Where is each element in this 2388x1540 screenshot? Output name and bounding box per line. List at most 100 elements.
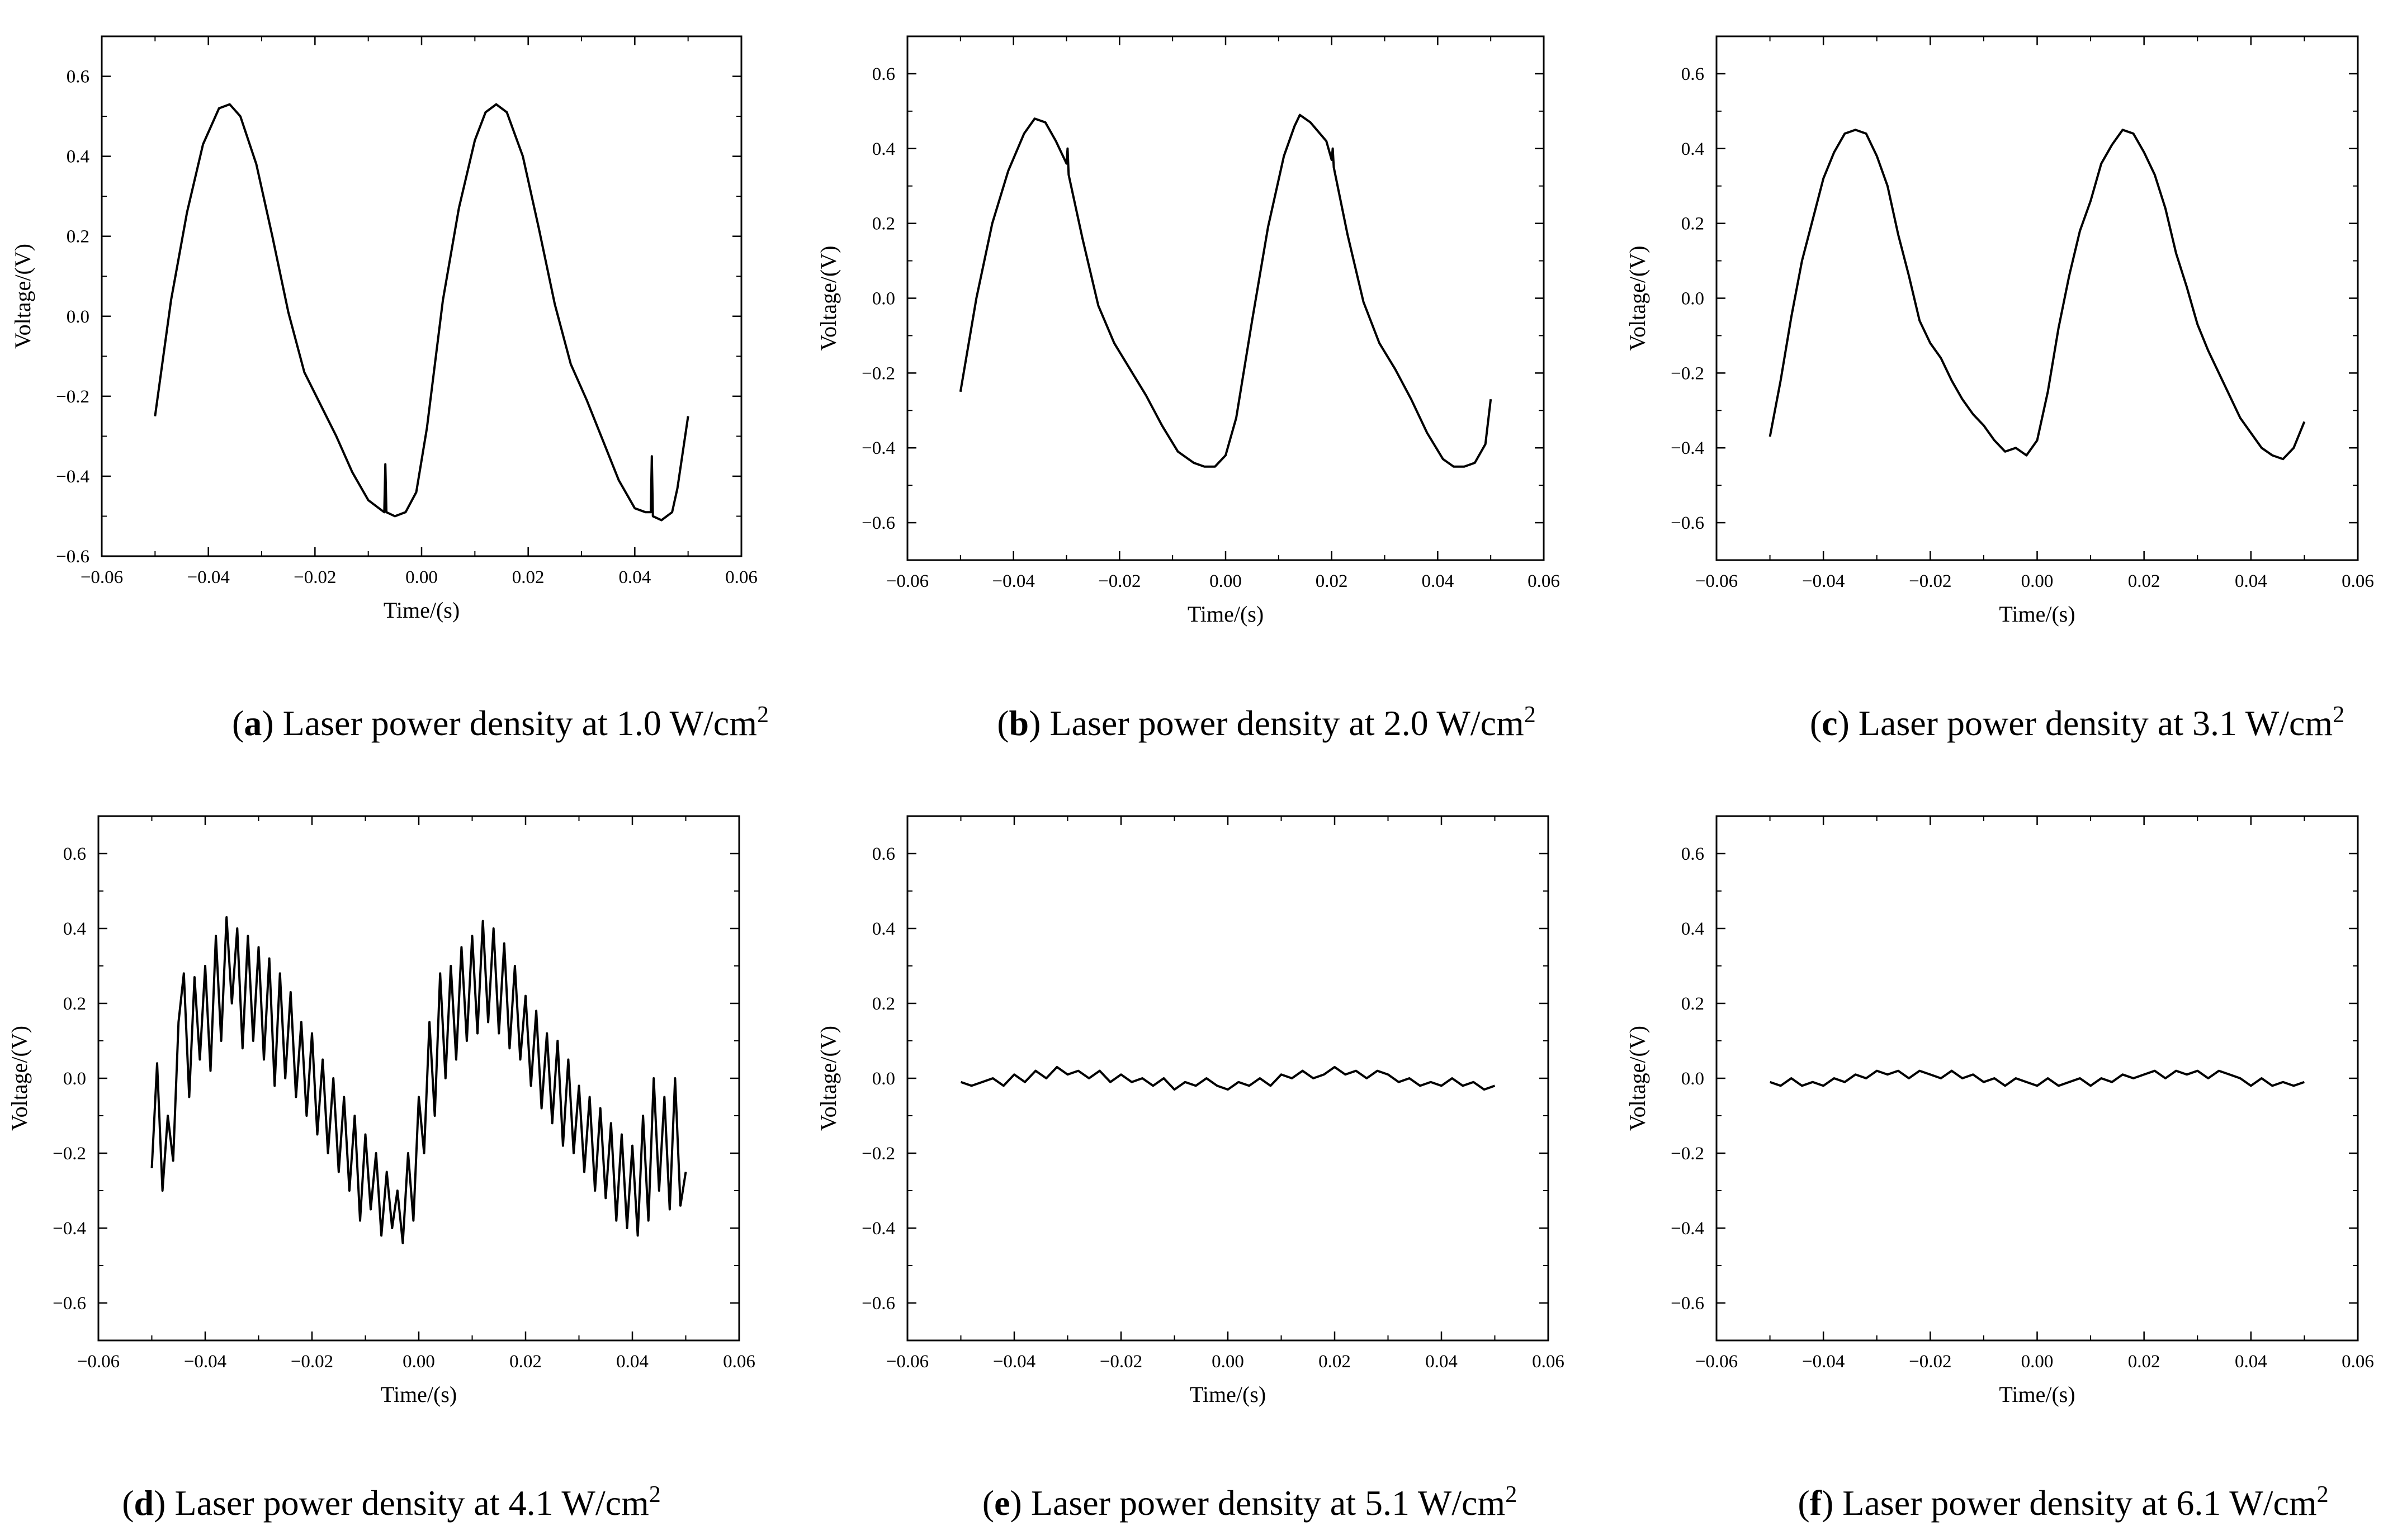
x-tick-label-d: −0.04 xyxy=(184,1352,226,1372)
y-tick-label-d: 0.6 xyxy=(63,844,86,864)
x-tick-label-f: −0.06 xyxy=(1695,1352,1738,1372)
x-tick-label-c: −0.04 xyxy=(1802,571,1845,591)
y-tick-label-d: 0.2 xyxy=(63,994,86,1014)
x-tick-label-c: −0.02 xyxy=(1909,571,1951,591)
x-tick-label-e: −0.02 xyxy=(1100,1352,1142,1372)
y-tick-label-e: 0.4 xyxy=(872,919,895,939)
y-tick-label-d: −0.2 xyxy=(53,1144,86,1164)
caption-text-b: Laser power density at 2.0 W/cm xyxy=(1041,703,1524,743)
y-tick-label-b: −0.2 xyxy=(862,363,895,383)
x-tick-label-e: −0.04 xyxy=(993,1352,1035,1372)
y-axis-title-b: Voltage/(V) xyxy=(816,245,841,350)
caption-e: (e) Laser power density at 5.1 W/cm2 xyxy=(982,1482,1517,1523)
y-axis-title-c: Voltage/(V) xyxy=(1625,245,1650,350)
x-tick-label-f: −0.04 xyxy=(1802,1352,1845,1372)
x-tick-label-b: 0.04 xyxy=(1421,571,1454,591)
x-tick-label-e: −0.06 xyxy=(886,1352,929,1372)
y-tick-label-d: 0.0 xyxy=(63,1069,86,1089)
caption-b: (b) Laser power density at 2.0 W/cm2 xyxy=(997,702,1536,743)
caption-text-e: Laser power density at 5.1 W/cm xyxy=(1022,1483,1505,1523)
x-tick-label-b: −0.02 xyxy=(1098,571,1141,591)
x-tick-label-c: 0.02 xyxy=(2128,571,2160,591)
y-tick-label-f: 0.0 xyxy=(1681,1069,1704,1089)
x-tick-label-b: 0.06 xyxy=(1528,571,1560,591)
y-axis-title-f: Voltage/(V) xyxy=(1625,1026,1650,1131)
x-tick-label-d: 0.02 xyxy=(509,1352,542,1372)
y-tick-label-c: −0.6 xyxy=(1671,513,1704,533)
y-axis-title-d: Voltage/(V) xyxy=(7,1026,32,1131)
x-tick-label-a: −0.06 xyxy=(81,567,123,587)
series-line-e-0 xyxy=(960,1065,1496,1091)
x-axis-title-a: Time/(s) xyxy=(384,598,460,623)
x-tick-label-d: 0.06 xyxy=(723,1352,755,1372)
x-tick-label-b: 0.00 xyxy=(1209,571,1242,591)
y-tick-label-a: −0.4 xyxy=(56,467,89,487)
x-tick-label-a: −0.02 xyxy=(294,567,336,587)
x-tick-label-d: 0.04 xyxy=(616,1352,649,1372)
x-axis-title-c: Time/(s) xyxy=(1999,601,2075,627)
y-tick-label-a: 0.4 xyxy=(67,147,89,167)
y-tick-label-f: −0.6 xyxy=(1671,1293,1704,1314)
y-tick-label-e: −0.6 xyxy=(862,1293,895,1314)
y-tick-label-a: −0.2 xyxy=(56,387,89,407)
caption-a: (a) Laser power density at 1.0 W/cm2 xyxy=(232,702,769,743)
caption-sup-f: 2 xyxy=(2317,1482,2329,1508)
y-tick-label-e: 0.0 xyxy=(872,1069,895,1089)
x-tick-label-e: 0.00 xyxy=(1212,1352,1244,1372)
y-tick-label-e: −0.2 xyxy=(862,1144,895,1164)
y-tick-label-c: 0.4 xyxy=(1681,139,1704,159)
x-tick-label-f: 0.06 xyxy=(2342,1352,2374,1372)
panel-d: (d) Laser power density at 4.1 W/cm2 −0.… xyxy=(7,815,755,1523)
caption-letter-f: f xyxy=(1810,1483,1822,1523)
caption-c: (c) Laser power density at 3.1 W/cm2 xyxy=(1810,702,2344,743)
y-tick-label-e: 0.6 xyxy=(872,844,895,864)
x-tick-label-e: 0.06 xyxy=(1532,1352,1564,1372)
y-tick-label-f: 0.6 xyxy=(1681,844,1704,864)
panel-a: (a) Laser power density at 1.0 W/cm2 −0.… xyxy=(10,35,769,743)
series-line-d-0 xyxy=(150,916,687,1244)
x-tick-label-d: −0.06 xyxy=(77,1352,120,1372)
y-tick-label-c: 0.6 xyxy=(1681,64,1704,84)
y-tick-label-f: −0.4 xyxy=(1671,1219,1704,1239)
x-tick-label-a: −0.04 xyxy=(187,567,229,587)
caption-f: (f) Laser power density at 6.1 W/cm2 xyxy=(1798,1482,2328,1523)
y-tick-label-c: 0.2 xyxy=(1681,214,1704,234)
caption-letter-e: e xyxy=(994,1483,1010,1523)
caption-letter-a: a xyxy=(244,703,262,743)
y-tick-label-c: −0.4 xyxy=(1671,438,1704,458)
x-tick-label-c: 0.06 xyxy=(2342,571,2374,591)
y-tick-label-d: −0.4 xyxy=(53,1219,86,1239)
y-tick-label-f: 0.4 xyxy=(1681,919,1704,939)
x-tick-label-a: 0.00 xyxy=(405,567,438,587)
x-tick-label-b: −0.04 xyxy=(992,571,1034,591)
x-tick-label-a: 0.06 xyxy=(725,567,758,587)
series-line-c-0 xyxy=(1768,129,2306,461)
y-tick-label-c: 0.0 xyxy=(1681,289,1704,309)
x-tick-label-a: 0.02 xyxy=(512,567,545,587)
series-line-b-0 xyxy=(959,113,1492,468)
x-tick-label-f: −0.02 xyxy=(1909,1352,1951,1372)
caption-sup-e: 2 xyxy=(1505,1482,1517,1508)
x-tick-label-b: −0.06 xyxy=(886,571,929,591)
caption-sup-d: 2 xyxy=(649,1482,661,1508)
caption-sup-c: 2 xyxy=(2333,702,2344,728)
caption-letter-b: b xyxy=(1009,703,1029,743)
caption-text-f: Laser power density at 6.1 W/cm xyxy=(1833,1483,2316,1523)
y-tick-label-d: 0.4 xyxy=(63,919,86,939)
y-tick-label-a: 0.0 xyxy=(67,307,89,327)
y-tick-label-b: −0.6 xyxy=(862,513,895,533)
y-tick-label-c: −0.2 xyxy=(1671,363,1704,383)
x-tick-label-f: 0.02 xyxy=(2128,1352,2160,1372)
y-tick-label-a: 0.2 xyxy=(67,227,89,247)
x-tick-label-c: 0.04 xyxy=(2235,571,2267,591)
caption-d: (d) Laser power density at 4.1 W/cm2 xyxy=(122,1482,661,1523)
y-tick-label-a: −0.6 xyxy=(56,547,89,567)
x-tick-label-e: 0.02 xyxy=(1318,1352,1351,1372)
x-tick-label-d: 0.00 xyxy=(403,1352,435,1372)
y-tick-label-f: −0.2 xyxy=(1671,1144,1704,1164)
y-tick-label-b: 0.4 xyxy=(872,139,895,159)
y-axis-title-e: Voltage/(V) xyxy=(816,1026,841,1131)
panel-b: (b) Laser power density at 2.0 W/cm2 −0.… xyxy=(816,35,1560,743)
